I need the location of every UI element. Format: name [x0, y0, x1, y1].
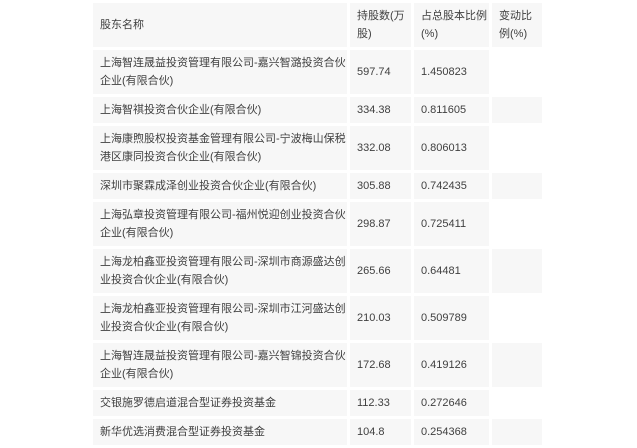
- shareholder-name-cell: 新华优选消费混合型证券投资基金: [93, 419, 347, 445]
- change-ratio-cell: [492, 173, 542, 199]
- equity-ratio-cell: 0.254368: [414, 419, 489, 445]
- change-ratio-cell: [492, 50, 542, 94]
- shares-held-cell: 332.08: [350, 126, 411, 170]
- col-header-change-ratio: 变动比例(%): [492, 3, 542, 47]
- shareholder-name-cell: 上海智祺投资合伙企业(有限合伙): [93, 97, 347, 123]
- equity-ratio-cell: 0.806013: [414, 126, 489, 170]
- equity-ratio-cell: 0.509789: [414, 296, 489, 340]
- shareholder-name-cell: 上海智连晟益投资管理有限公司-嘉兴智锦投资合伙企业(有限合伙): [93, 343, 347, 387]
- shares-held-cell: 334.38: [350, 97, 411, 123]
- table-row: 上海康煦股权投资基金管理有限公司-宁波梅山保税港区康同投资合伙企业(有限合伙) …: [93, 126, 542, 170]
- shares-held-cell: 104.8: [350, 419, 411, 445]
- col-header-total-equity-ratio: 占总股本比例(%): [414, 3, 489, 47]
- shareholder-name-cell: 上海龙柏鑫亚投资管理有限公司-深圳市江河盛达创业投资合伙企业(有限合伙): [93, 296, 347, 340]
- equity-ratio-cell: 0.272646: [414, 390, 489, 416]
- table-row: 上海龙柏鑫亚投资管理有限公司-深圳市商源盛达创业投资合伙企业(有限合伙) 265…: [93, 249, 542, 293]
- table-row: 上海智连晟益投资管理有限公司-嘉兴智潞投资合伙企业(有限合伙) 597.74 1…: [93, 50, 542, 94]
- shares-held-cell: 210.03: [350, 296, 411, 340]
- shares-held-cell: 265.66: [350, 249, 411, 293]
- equity-ratio-cell: 1.450823: [414, 50, 489, 94]
- change-ratio-cell: [492, 249, 542, 293]
- equity-ratio-cell: 0.64481: [414, 249, 489, 293]
- equity-ratio-cell: 0.742435: [414, 173, 489, 199]
- table-row: 新华优选消费混合型证券投资基金 104.8 0.254368: [93, 419, 542, 445]
- change-ratio-cell: [492, 419, 542, 445]
- shares-held-cell: 112.33: [350, 390, 411, 416]
- shareholder-name-cell: 深圳市聚霖成泽创业投资合伙企业(有限合伙): [93, 173, 347, 199]
- equity-ratio-cell: 0.725411: [414, 202, 489, 246]
- change-ratio-cell: [492, 202, 542, 246]
- shares-held-cell: 172.68: [350, 343, 411, 387]
- shareholder-name-cell: 上海弘章投资管理有限公司-福州悦迎创业投资合伙企业(有限合伙): [93, 202, 347, 246]
- shareholder-name-cell: 上海龙柏鑫亚投资管理有限公司-深圳市商源盛达创业投资合伙企业(有限合伙): [93, 249, 347, 293]
- table-header-row: 股东名称 持股数(万股) 占总股本比例(%) 变动比例(%): [93, 3, 542, 47]
- change-ratio-cell: [492, 343, 542, 387]
- equity-ratio-cell: 0.419126: [414, 343, 489, 387]
- table-row: 上海智连晟益投资管理有限公司-嘉兴智锦投资合伙企业(有限合伙) 172.68 0…: [93, 343, 542, 387]
- table-row: 上海龙柏鑫亚投资管理有限公司-深圳市江河盛达创业投资合伙企业(有限合伙) 210…: [93, 296, 542, 340]
- table-row: 上海弘章投资管理有限公司-福州悦迎创业投资合伙企业(有限合伙) 298.87 0…: [93, 202, 542, 246]
- shares-held-cell: 597.74: [350, 50, 411, 94]
- change-ratio-cell: [492, 390, 542, 416]
- change-ratio-cell: [492, 126, 542, 170]
- change-ratio-cell: [492, 296, 542, 340]
- table-body: 上海智连晟益投资管理有限公司-嘉兴智潞投资合伙企业(有限合伙) 597.74 1…: [93, 50, 542, 445]
- shareholders-table: 股东名称 持股数(万股) 占总股本比例(%) 变动比例(%) 上海智连晟益投资管…: [90, 0, 545, 448]
- col-header-shares-held: 持股数(万股): [350, 3, 411, 47]
- col-header-shareholder-name: 股东名称: [93, 3, 347, 47]
- shareholder-name-cell: 上海康煦股权投资基金管理有限公司-宁波梅山保税港区康同投资合伙企业(有限合伙): [93, 126, 347, 170]
- shareholder-name-cell: 上海智连晟益投资管理有限公司-嘉兴智潞投资合伙企业(有限合伙): [93, 50, 347, 94]
- equity-ratio-cell: 0.811605: [414, 97, 489, 123]
- shares-held-cell: 305.88: [350, 173, 411, 199]
- shareholder-name-cell: 交银施罗德启道混合型证券投资基金: [93, 390, 347, 416]
- table-row: 交银施罗德启道混合型证券投资基金 112.33 0.272646: [93, 390, 542, 416]
- change-ratio-cell: [492, 97, 542, 123]
- shares-held-cell: 298.87: [350, 202, 411, 246]
- table-row: 深圳市聚霖成泽创业投资合伙企业(有限合伙) 305.88 0.742435: [93, 173, 542, 199]
- table-row: 上海智祺投资合伙企业(有限合伙) 334.38 0.811605: [93, 97, 542, 123]
